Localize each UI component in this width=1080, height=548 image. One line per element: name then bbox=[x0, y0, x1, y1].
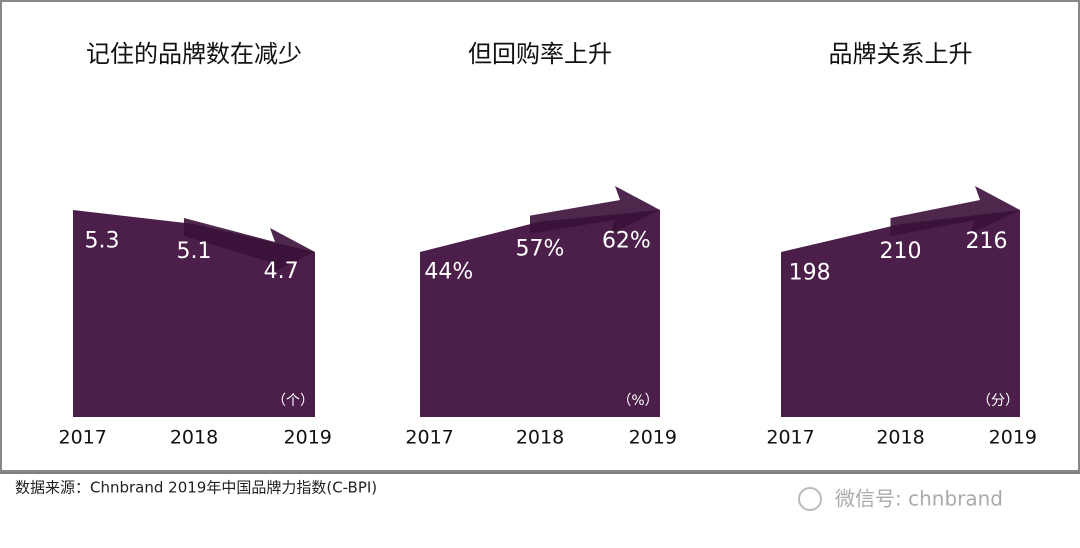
chart-title: 但回购率上升 bbox=[468, 40, 612, 68]
x-tick-label: 2017 bbox=[405, 427, 453, 449]
watermark: 微信号: chnbrand bbox=[798, 487, 1003, 511]
value-label: 5.1 bbox=[177, 239, 212, 264]
x-tick-label: 2019 bbox=[989, 427, 1037, 449]
value-label: 4.7 bbox=[264, 259, 299, 284]
x-tick-label: 2018 bbox=[876, 427, 924, 449]
value-label: 210 bbox=[880, 239, 922, 264]
value-label: 62% bbox=[602, 228, 651, 253]
chart-title: 记住的品牌数在减少 bbox=[86, 40, 302, 68]
unit-label: （%） bbox=[617, 393, 658, 409]
trend-arrow bbox=[890, 186, 1020, 236]
value-label: 44% bbox=[424, 260, 473, 285]
value-label: 5.3 bbox=[85, 228, 120, 253]
area bbox=[781, 210, 1020, 417]
x-tick-label: 2017 bbox=[59, 427, 107, 449]
watermark-text: 微信号: chnbrand bbox=[835, 487, 1003, 511]
watermark-icon bbox=[798, 487, 822, 511]
x-tick-label: 2019 bbox=[629, 427, 677, 449]
value-label: 198 bbox=[789, 260, 831, 285]
value-label: 216 bbox=[966, 229, 1008, 254]
unit-label: （分） bbox=[977, 393, 1019, 409]
chart-title: 品牌关系上升 bbox=[829, 40, 973, 68]
x-tick-label: 2018 bbox=[516, 427, 564, 449]
trend-arrow bbox=[184, 218, 315, 276]
frame bbox=[0, 0, 1080, 472]
trend-arrow bbox=[530, 186, 660, 234]
area bbox=[420, 210, 660, 417]
unit-label: （个） bbox=[272, 393, 314, 409]
x-tick-label: 2017 bbox=[766, 427, 814, 449]
source-note: 数据来源：Chnbrand 2019年中国品牌力指数(C-BPI) bbox=[15, 479, 377, 497]
x-tick-label: 2018 bbox=[170, 427, 218, 449]
x-tick-label: 2019 bbox=[284, 427, 332, 449]
area bbox=[73, 210, 315, 417]
value-label: 57% bbox=[516, 237, 565, 262]
